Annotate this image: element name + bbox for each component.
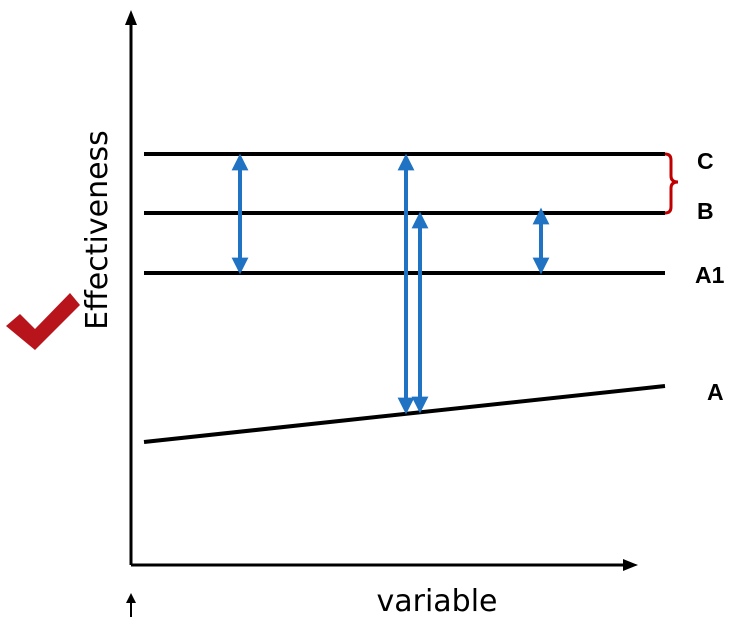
y-axis-arrowhead <box>125 10 137 25</box>
label-c: C <box>697 148 714 174</box>
checkmark-icon <box>6 293 80 350</box>
label-a: A <box>707 379 724 405</box>
up-arrow-icon <box>126 593 136 617</box>
x-axis-arrowhead <box>623 559 638 571</box>
difference-arrows <box>231 153 550 415</box>
brace-c-b <box>664 152 679 215</box>
label-a1: A1 <box>695 262 725 288</box>
label-b: B <box>697 198 714 224</box>
x-axis-label: variable <box>376 584 497 618</box>
y-axis-label: Effectiveness <box>80 130 115 330</box>
axes <box>125 10 638 571</box>
